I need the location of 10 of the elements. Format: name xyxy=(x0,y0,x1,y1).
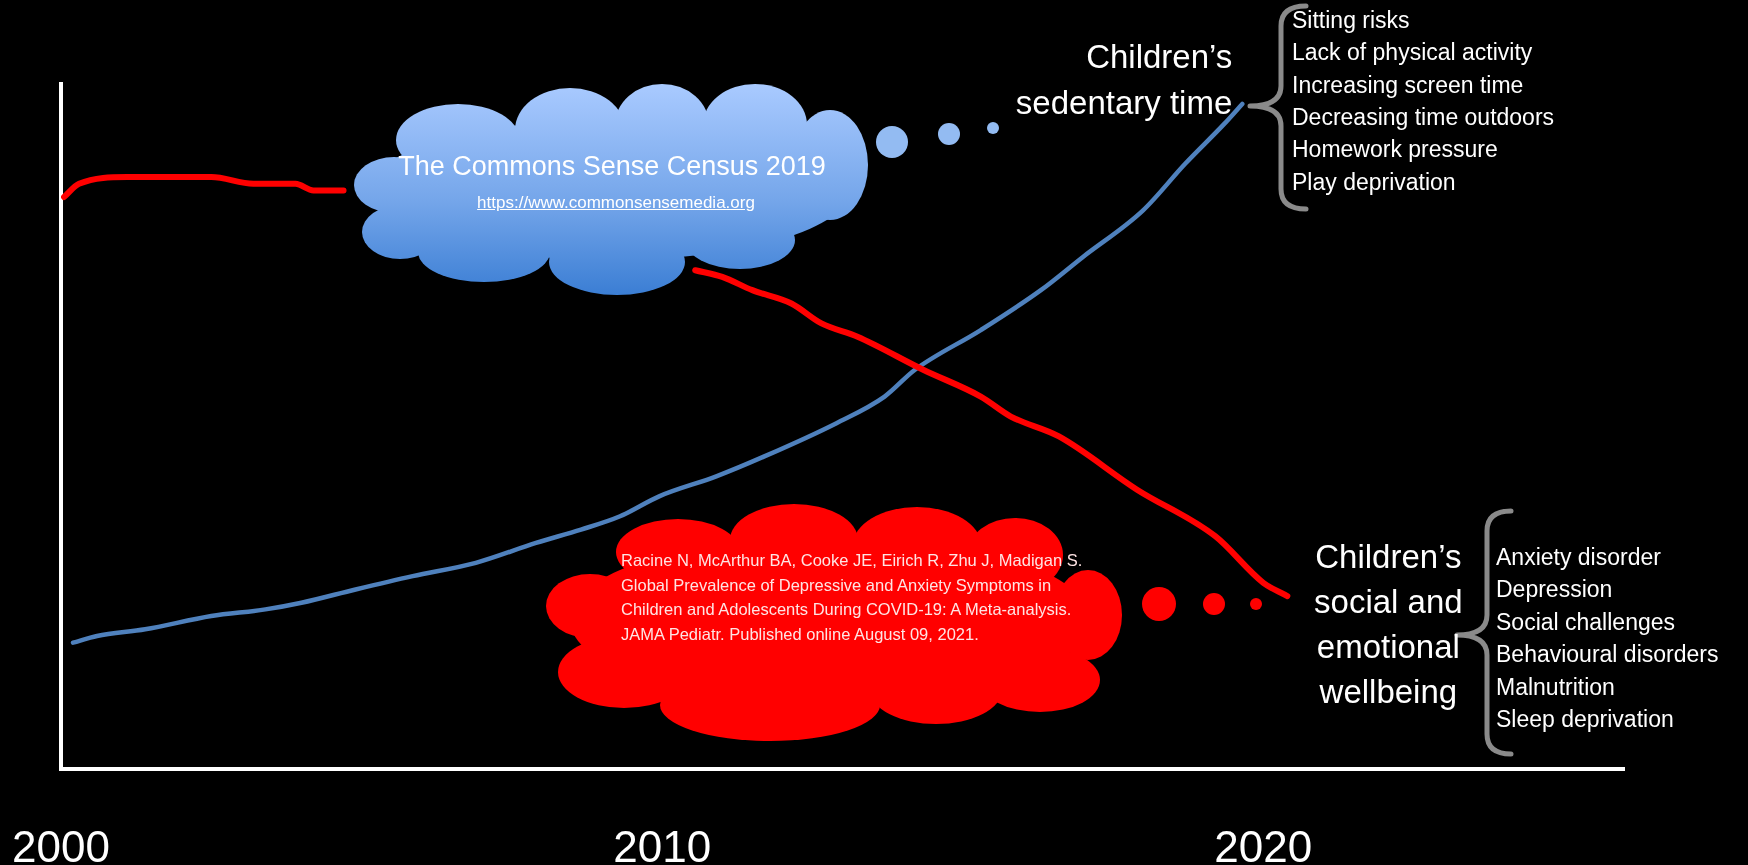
x-tick-label: 2010 xyxy=(613,821,712,865)
x-tick-label: 2000 xyxy=(12,821,110,865)
legend-label: Children’s social and emotional wellbeing xyxy=(1313,537,1464,713)
x-tick-label: 2020 xyxy=(1214,821,1313,865)
annotation: Racine N, McArthur BA, Cooke JE, Eirich R, Zhu J, Madigan S. Global Prevalence of Depressive and Anxiety Symptoms in Children and Adolescents During COVID-19: A Meta-analysis. JAMA Pediatr. Published online August 09, 2021. xyxy=(621,550,1084,646)
annotation: Sitting risks Lack of physical activity Increasing screen time Decreasing time outdoors Homework pressure Play deprivation xyxy=(1292,6,1555,197)
annotation: Anxiety disorder Depression Social challenges Behavioural disorders Malnutrition Sleep deprivation xyxy=(1496,543,1719,734)
series-label: Children’s sedentary time xyxy=(1014,36,1233,123)
annotation: https://www.commonsensemedia.org xyxy=(477,192,755,213)
annotation: The Commons Sense Census 2019 xyxy=(398,150,826,183)
